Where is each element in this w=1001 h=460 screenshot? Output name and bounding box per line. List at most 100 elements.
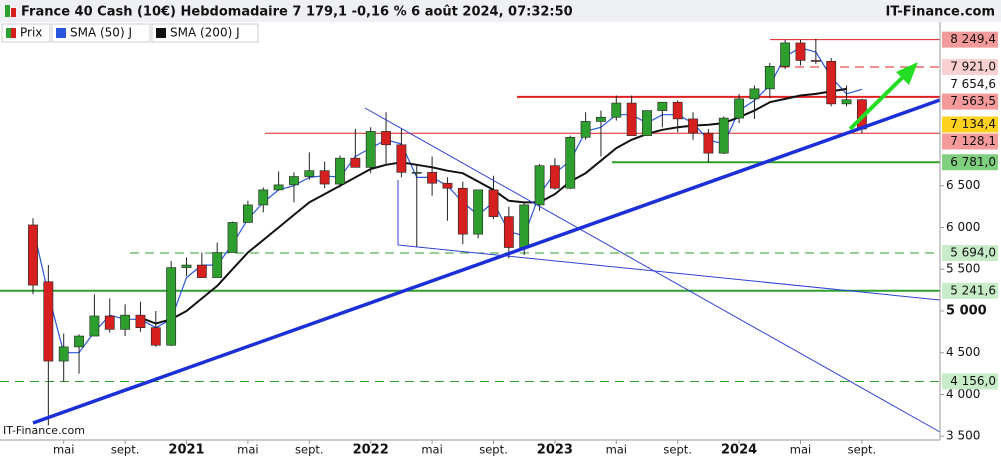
candle-body (642, 110, 652, 136)
candle-body (611, 102, 622, 118)
candle-body (503, 216, 514, 248)
candle-body (258, 189, 269, 206)
legend-label: SMA (200) J (170, 26, 240, 40)
x-tick-label: 2024 (721, 443, 757, 458)
candle-body (596, 116, 606, 122)
level-label-bg (942, 59, 998, 76)
arrow-head (896, 62, 918, 85)
candle-body (120, 314, 131, 330)
level-label: 7 128,1 (950, 134, 996, 148)
candle-body (764, 66, 775, 90)
legend-swatch (56, 28, 66, 38)
y-tick-label: 3 500 (946, 429, 980, 443)
candle-body (212, 252, 223, 278)
level-label: 4 156,0 (950, 374, 996, 388)
level-label: 7 921,0 (950, 60, 996, 74)
candle-body (43, 281, 54, 362)
candle-body (703, 132, 714, 154)
candle-body (335, 157, 345, 185)
level-label-bg (942, 76, 998, 93)
candle-body (734, 98, 745, 119)
candle-body (273, 184, 284, 191)
x-tick-label: mai (606, 443, 627, 457)
level-label-bg (942, 31, 998, 48)
candle-body (580, 121, 591, 138)
candle-body (427, 172, 438, 184)
candle-body (350, 157, 361, 168)
x-tick-label: sept. (295, 443, 324, 457)
level-label-bg (942, 133, 998, 150)
lower-trendline (397, 244, 941, 301)
x-tick-label: sept. (663, 443, 692, 457)
header-icon (11, 8, 16, 17)
y-tick-label: 5 500 (946, 262, 980, 276)
resistance-trendline (364, 107, 941, 433)
x-tick-label: mai (421, 443, 442, 457)
legend-swatch (11, 28, 16, 38)
y-tick-label: 6 500 (946, 178, 980, 192)
level-label: 7 134,4 (950, 117, 996, 131)
y-tick-label: 6 000 (946, 220, 980, 234)
y-tick-label: 4 500 (946, 345, 980, 359)
level-label: 7 654,6 (950, 77, 996, 91)
projection-arrow (848, 73, 907, 131)
candle-body (28, 224, 38, 286)
candle-body (534, 165, 545, 206)
legend-swatch (6, 28, 11, 38)
candle-body (58, 346, 69, 362)
x-tick-label: 2022 (353, 443, 389, 458)
level-label: 5 694,0 (950, 246, 996, 260)
candle-body (657, 101, 668, 111)
candle-body (457, 187, 468, 235)
y-tick-label: 4 000 (946, 387, 980, 401)
candle-body (304, 170, 315, 177)
candle-body (488, 189, 499, 217)
candle-body (841, 99, 852, 105)
legend-swatch (156, 28, 166, 38)
watermark: IT-Finance.com (3, 424, 85, 437)
candle-body (473, 189, 484, 235)
candle-body (381, 131, 391, 146)
candle-body (519, 204, 530, 248)
level-label: 8 249,4 (950, 32, 996, 46)
candle-body (565, 136, 576, 189)
legend: Prix SMA (50) J SMA (200) J (1, 23, 259, 43)
candle-body (749, 88, 760, 100)
y-tick-label: 5 000 (946, 303, 987, 318)
level-label-bg (942, 93, 998, 110)
x-tick-label: mai (53, 443, 74, 457)
source: IT-Finance.com (886, 5, 995, 20)
candle-body (242, 204, 253, 223)
level-label-bg (942, 282, 998, 299)
x-tick-label: sept. (848, 443, 877, 457)
x-tick-label: mai (790, 443, 811, 457)
level-label: 5 241,6 (950, 283, 996, 297)
legend-box (151, 23, 259, 43)
candle-body (227, 222, 238, 253)
candle-body (319, 170, 330, 185)
x-tick-label: sept. (111, 443, 140, 457)
legend-label: Prix (20, 26, 42, 40)
candle-body (672, 101, 683, 120)
candle-body (135, 314, 146, 328)
candle-body (688, 118, 698, 134)
candle-body (396, 144, 407, 173)
plot-area (0, 38, 940, 426)
candle-body (626, 102, 637, 136)
level-label: 6 781,0 (950, 155, 996, 169)
candle-body (810, 60, 821, 62)
legend-box (51, 23, 151, 43)
support-trendline (32, 98, 941, 425)
candle-body (89, 315, 100, 337)
axes: 3 500 4 000 4 500 5 000 5 500 6 000 6 500 mai se… (53, 31, 998, 458)
candle-body (549, 165, 560, 189)
x-tick-label: 2021 (168, 443, 204, 458)
x-tick-label: mai (237, 443, 258, 457)
header-icon (5, 5, 10, 17)
candle-body (74, 335, 84, 348)
candle-body (196, 264, 207, 278)
candle-body (795, 42, 806, 61)
